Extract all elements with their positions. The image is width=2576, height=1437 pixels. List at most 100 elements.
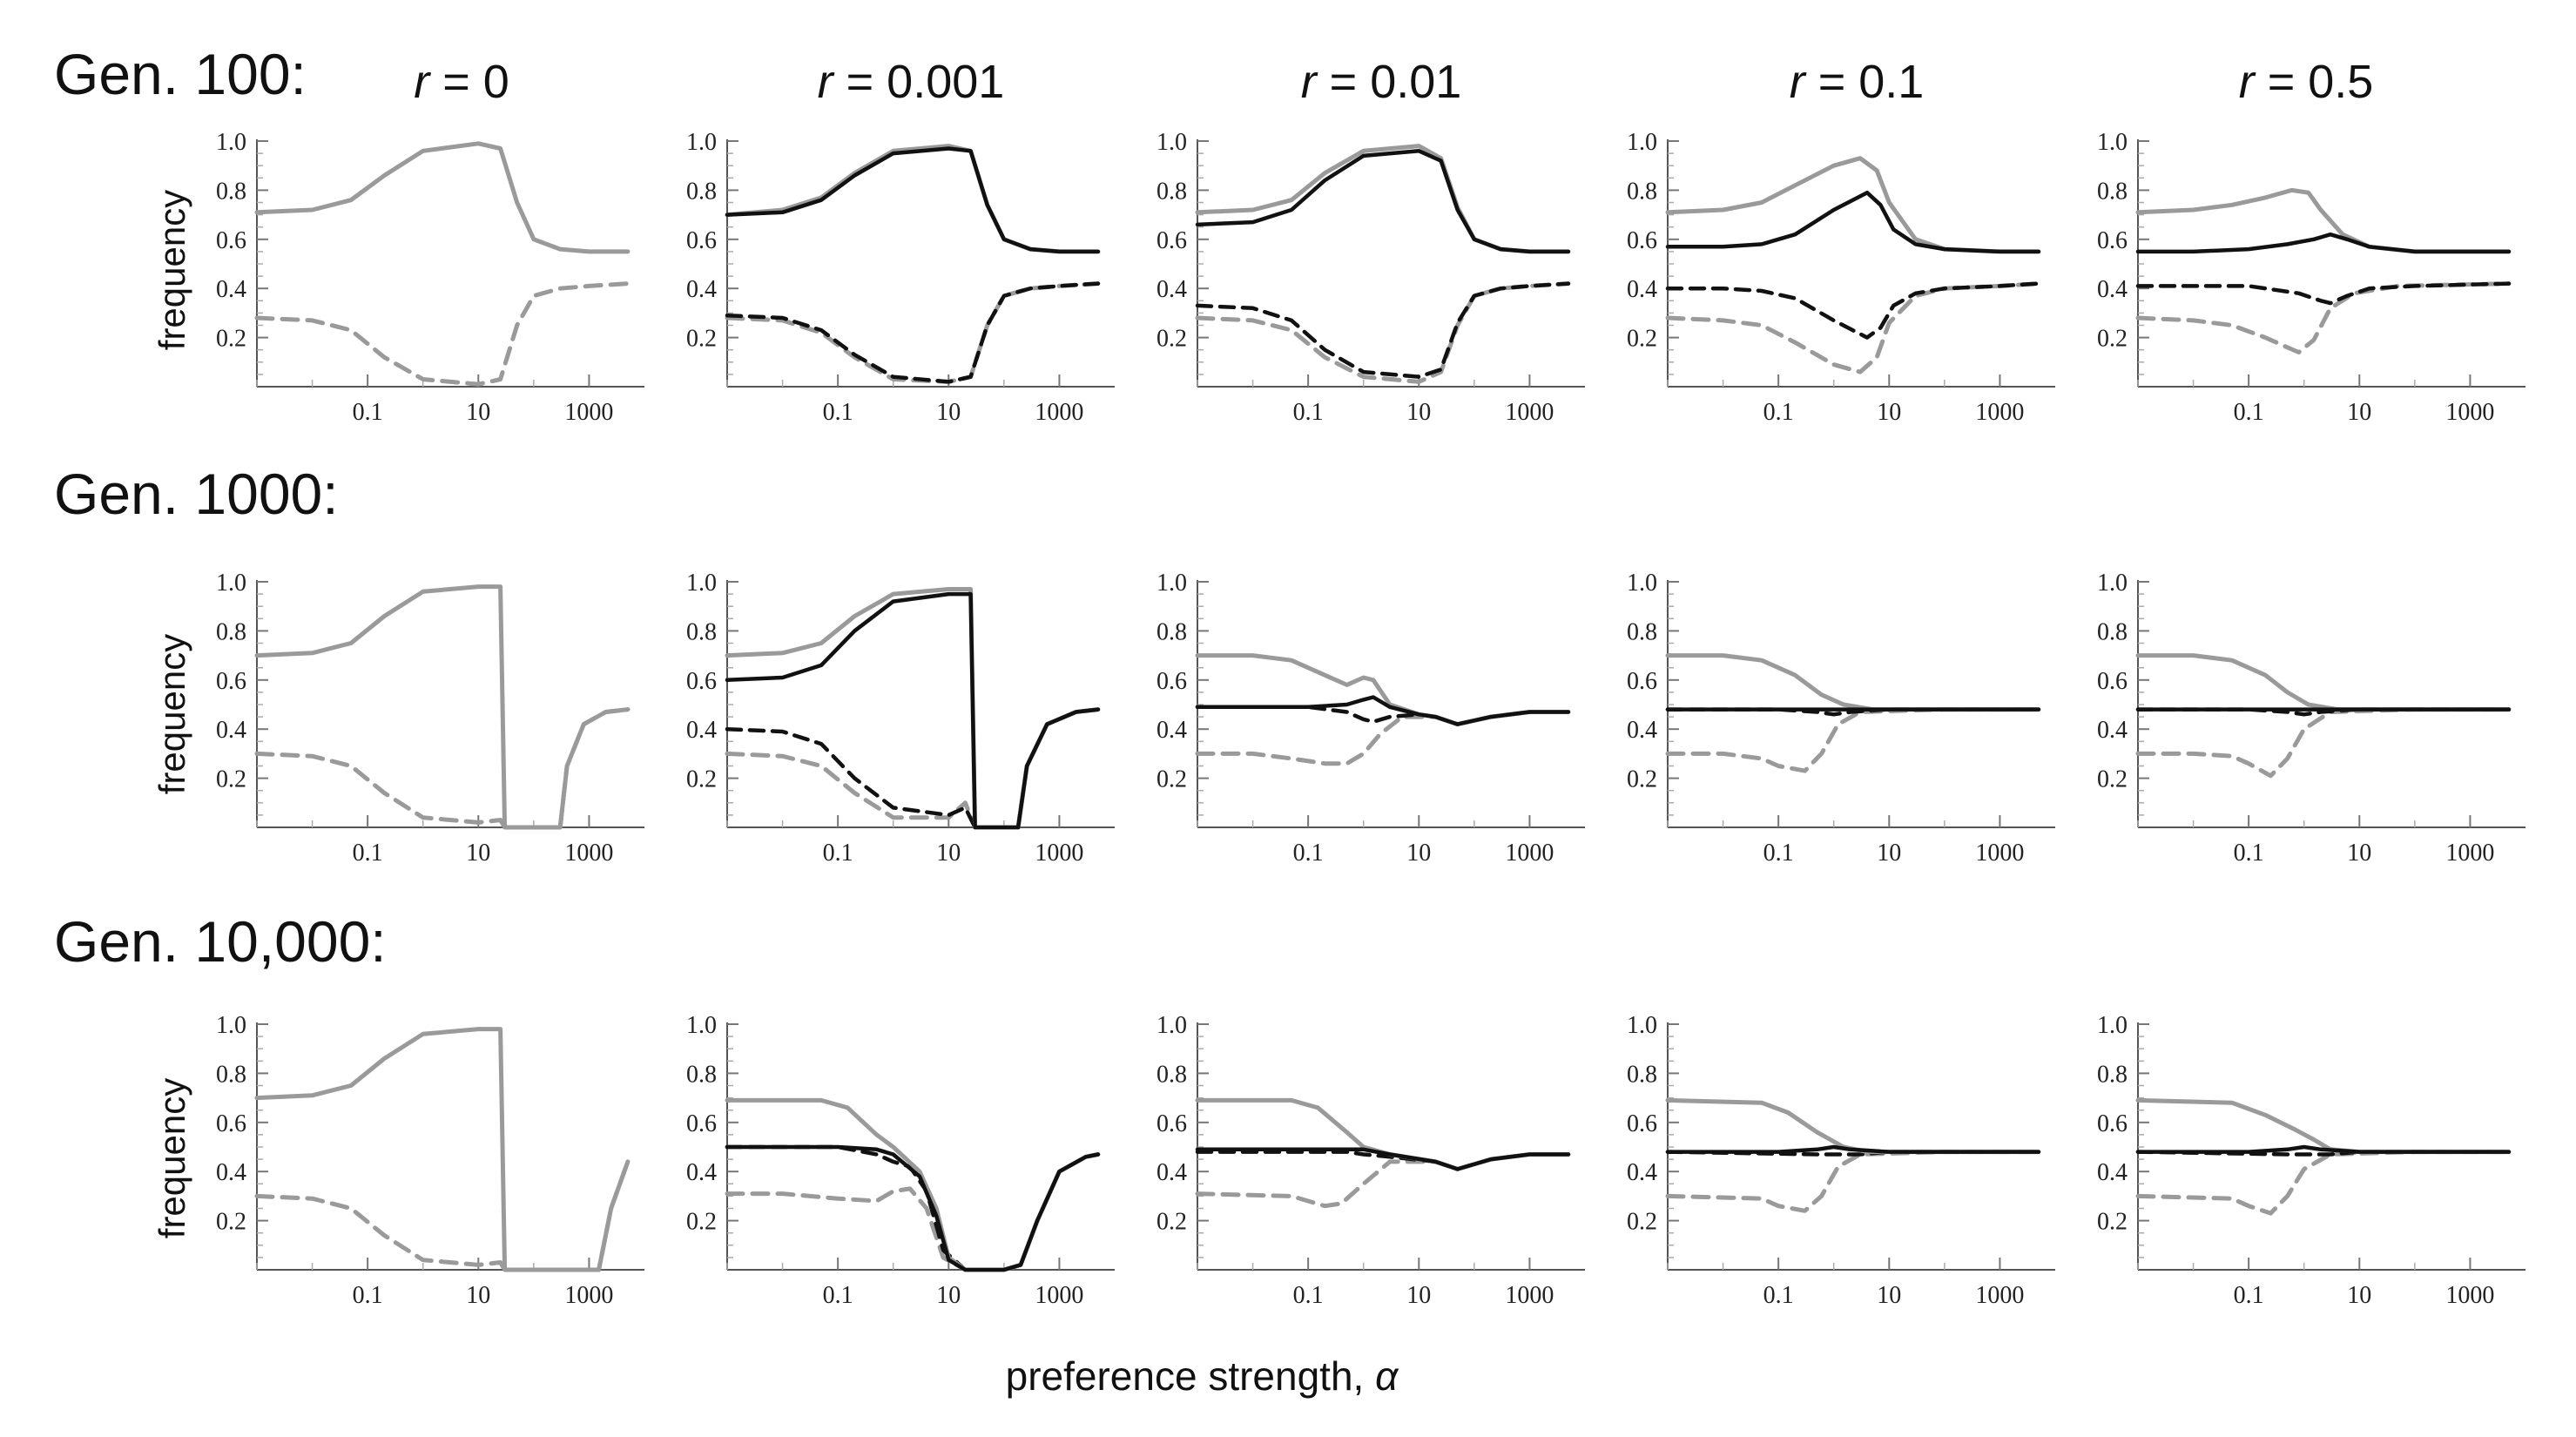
- y-tick-label: 1.0: [1157, 129, 1187, 156]
- y-tick-label: 1.0: [216, 1012, 246, 1039]
- panel-r2-c4: 0.2 0.4 0.6 0.8 1.0 0.1 10 1000: [2097, 1012, 2525, 1309]
- x-tick-label: 10: [1406, 399, 1431, 426]
- x-tick-label: 1000: [2445, 399, 2494, 426]
- series-gray-dashed: [254, 281, 631, 387]
- x-tick-label: 10: [1877, 1282, 1901, 1309]
- x-axis-label-text: preference strength,: [1006, 1353, 1375, 1399]
- y-tick-label: 0.6: [1627, 668, 1657, 695]
- y-tick-label: 0.4: [686, 717, 717, 744]
- y-axis-label-row-3: frequency: [152, 1078, 192, 1238]
- series-gray-solid: [725, 587, 1101, 830]
- y-tick-label: 1.0: [2097, 1012, 2128, 1039]
- panel-r2-c0: 0.2 0.4 0.6 0.8 1.0 0.1 10 1000: [216, 1012, 644, 1309]
- row-label-gen-10000: Gen. 10,000:: [54, 909, 387, 974]
- y-tick-label: 0.2: [686, 1209, 717, 1236]
- series-black-solid: [1195, 149, 1571, 254]
- series-black-dashed: [2135, 1150, 2512, 1157]
- y-tick-label: 1.0: [1627, 570, 1657, 597]
- x-tick-label: 1000: [1505, 840, 1554, 867]
- row-label-gen-1000: Gen. 1000:: [54, 462, 339, 526]
- x-tick-label: 1000: [1505, 1282, 1554, 1309]
- x-tick-label: 1000: [1035, 399, 1083, 426]
- y-tick-label: 0.2: [1157, 766, 1187, 793]
- y-tick-label: 0.8: [216, 618, 246, 645]
- x-tick-label: 10: [466, 840, 490, 867]
- x-tick-label: 1000: [564, 840, 613, 867]
- x-tick-label: 1000: [564, 1282, 613, 1309]
- y-tick-label: 0.6: [1627, 1110, 1657, 1137]
- y-tick-label: 0.2: [216, 326, 246, 353]
- x-tick-label: 0.1: [2234, 399, 2264, 426]
- x-tick-label: 10: [1877, 840, 1901, 867]
- panel-r1-c0: 0.2 0.4 0.6 0.8 1.0 0.1 10 1000: [216, 570, 644, 867]
- y-tick-label: 0.2: [1157, 326, 1187, 353]
- y-tick-label: 0.4: [2097, 1159, 2128, 1186]
- y-tick-label: 0.6: [686, 1110, 717, 1137]
- y-tick-label: 0.6: [686, 668, 717, 695]
- column-label-symbol: r: [414, 56, 431, 108]
- y-tick-label: 1.0: [1627, 1012, 1657, 1039]
- x-tick-label: 10: [1406, 840, 1431, 867]
- x-tick-label: 1000: [1975, 399, 2024, 426]
- panel-r1-c3: 0.2 0.4 0.6 0.8 1.0 0.1 10 1000: [1627, 570, 2055, 867]
- x-axis-label: preference strength, α: [1006, 1353, 1399, 1399]
- column-label-symbol: r: [2239, 56, 2256, 108]
- series-black-solid: [1195, 695, 1571, 726]
- column-label-symbol: r: [1790, 56, 1807, 108]
- y-tick-label: 0.8: [216, 178, 246, 205]
- series-gray-solid: [2135, 1097, 2512, 1155]
- series-black-dashed: [1195, 281, 1571, 379]
- y-tick-label: 0.4: [1627, 276, 1657, 303]
- y-tick-label: 0.8: [1157, 1061, 1187, 1088]
- series-black-dashed: [725, 707, 1101, 830]
- panel-r2-c2: 0.2 0.4 0.6 0.8 1.0 0.1 10 1000: [1157, 1012, 1585, 1309]
- y-tick-label: 0.4: [1157, 276, 1187, 303]
- series-gray-dashed: [1665, 281, 2041, 374]
- series-gray-solid: [2135, 187, 2512, 254]
- column-label-r-0.001: r = 0.001: [818, 56, 1005, 108]
- y-tick-label: 0.4: [1157, 1159, 1187, 1186]
- y-tick-label: 0.2: [1627, 766, 1657, 793]
- x-tick-label: 1000: [1975, 840, 2024, 867]
- series-gray-solid: [254, 1027, 631, 1272]
- y-tick-label: 0.4: [216, 717, 246, 744]
- panel-r0-c0: 0.2 0.4 0.6 0.8 1.0 0.1 10 1000: [216, 129, 644, 426]
- x-tick-label: 10: [1877, 399, 1901, 426]
- series-gray-dashed: [725, 281, 1101, 384]
- series-black-dashed: [725, 281, 1101, 384]
- column-label-symbol: r: [818, 56, 835, 108]
- series-black-solid: [1665, 1144, 2041, 1154]
- column-label-r-0.01: r = 0.01: [1301, 56, 1462, 108]
- column-label-value: = 0.01: [1317, 56, 1462, 108]
- series-gray-dashed: [1195, 1152, 1571, 1209]
- y-tick-label: 0.8: [686, 178, 717, 205]
- y-tick-label: 0.8: [216, 1061, 246, 1088]
- series-black-dashed: [1665, 707, 2041, 717]
- series-gray-dashed: [1665, 707, 2041, 773]
- series-black-solid: [725, 591, 1101, 830]
- y-tick-label: 0.6: [1157, 227, 1187, 254]
- series-gray-dashed: [2135, 281, 2512, 354]
- x-tick-label: 1000: [2445, 840, 2494, 867]
- panel-r0-c3: 0.2 0.4 0.6 0.8 1.0 0.1 10 1000: [1627, 129, 2055, 426]
- x-tick-label: 1000: [2445, 1282, 2494, 1309]
- y-axis-label-row-2: frequency: [152, 634, 192, 794]
- series-black-solid: [725, 1144, 1101, 1272]
- y-tick-label: 0.8: [686, 618, 717, 645]
- x-tick-label: 0.1: [1763, 1282, 1794, 1309]
- series-black-solid: [1665, 190, 2041, 254]
- x-tick-label: 0.1: [2234, 1282, 2264, 1309]
- y-tick-label: 0.8: [1157, 618, 1187, 645]
- y-tick-label: 0.2: [216, 766, 246, 793]
- y-tick-label: 0.6: [1627, 227, 1657, 254]
- y-tick-label: 0.4: [2097, 717, 2128, 744]
- x-tick-label: 1000: [564, 399, 613, 426]
- series-black-dashed: [1665, 1150, 2041, 1157]
- y-tick-label: 0.8: [2097, 1061, 2128, 1088]
- y-tick-label: 0.4: [1627, 1159, 1657, 1186]
- column-label-r-0.5: r = 0.5: [2239, 56, 2374, 108]
- panel-r0-c4: 0.2 0.4 0.6 0.8 1.0 0.1 10 1000: [2097, 129, 2525, 426]
- y-tick-label: 0.8: [1627, 178, 1657, 205]
- panels-group: 0.20.40.60.81.00.1 10 10000.20.40.60.81.00…: [216, 129, 2525, 1309]
- x-tick-label: 0.1: [823, 399, 853, 426]
